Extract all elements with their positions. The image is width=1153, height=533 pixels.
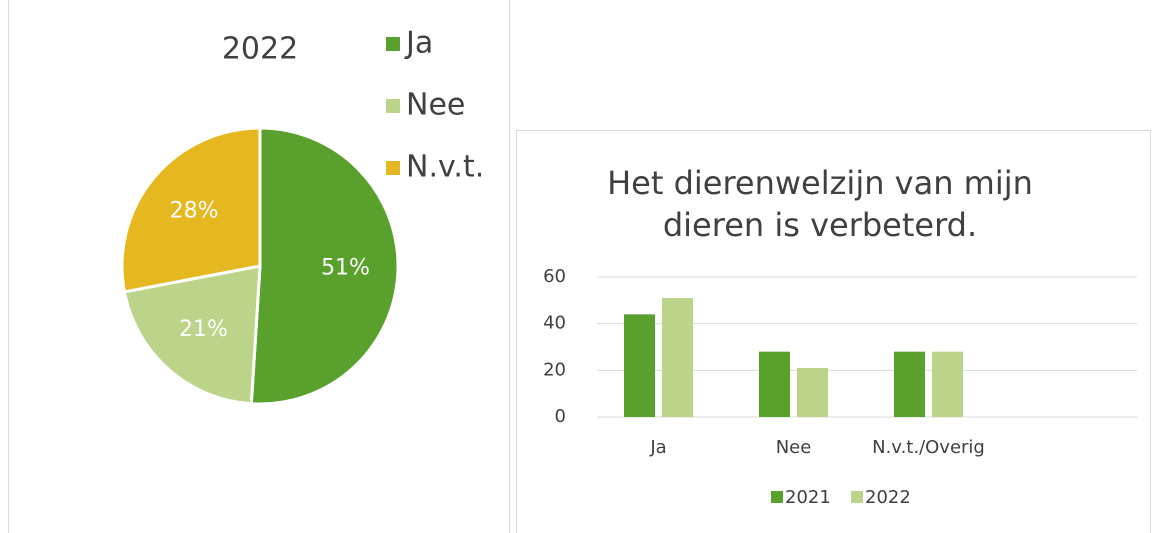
legend-swatch	[386, 37, 400, 51]
legend-label: N.v.t.	[406, 150, 484, 185]
bar	[624, 314, 655, 417]
x-tick-label: N.v.t./Overig	[872, 437, 985, 458]
pie-slice	[122, 264, 262, 406]
data-label: 51%	[321, 256, 370, 281]
legend-label: 2022	[865, 487, 911, 508]
pie-slice	[120, 126, 262, 294]
pie-slice	[249, 126, 400, 406]
data-label: 28%	[170, 198, 219, 223]
bar	[932, 351, 963, 417]
legend-label: 2021	[785, 487, 831, 508]
legend-swatch	[771, 491, 783, 503]
bar	[894, 351, 925, 417]
y-tick-label: 0	[555, 406, 566, 427]
legend-swatch	[851, 491, 863, 503]
legend-label: Nee	[406, 88, 465, 123]
bar-title: Het dierenwelzijn van mijn dieren is ver…	[607, 164, 1033, 244]
data-label: 21%	[179, 317, 228, 342]
bar	[797, 368, 828, 417]
x-tick-label: Nee	[776, 437, 812, 458]
pie-panel	[8, 0, 510, 533]
bar	[759, 351, 790, 417]
legend-label: Ja	[404, 26, 433, 61]
x-tick-label: Ja	[649, 437, 666, 458]
y-tick-label: 60	[543, 266, 566, 287]
y-tick-label: 20	[543, 359, 566, 380]
legend-swatch	[386, 161, 400, 175]
bar-panel	[516, 130, 1151, 533]
pie-title: 2022	[222, 32, 298, 67]
y-tick-label: 40	[543, 313, 566, 334]
bar	[662, 298, 693, 417]
legend-swatch	[386, 99, 400, 113]
